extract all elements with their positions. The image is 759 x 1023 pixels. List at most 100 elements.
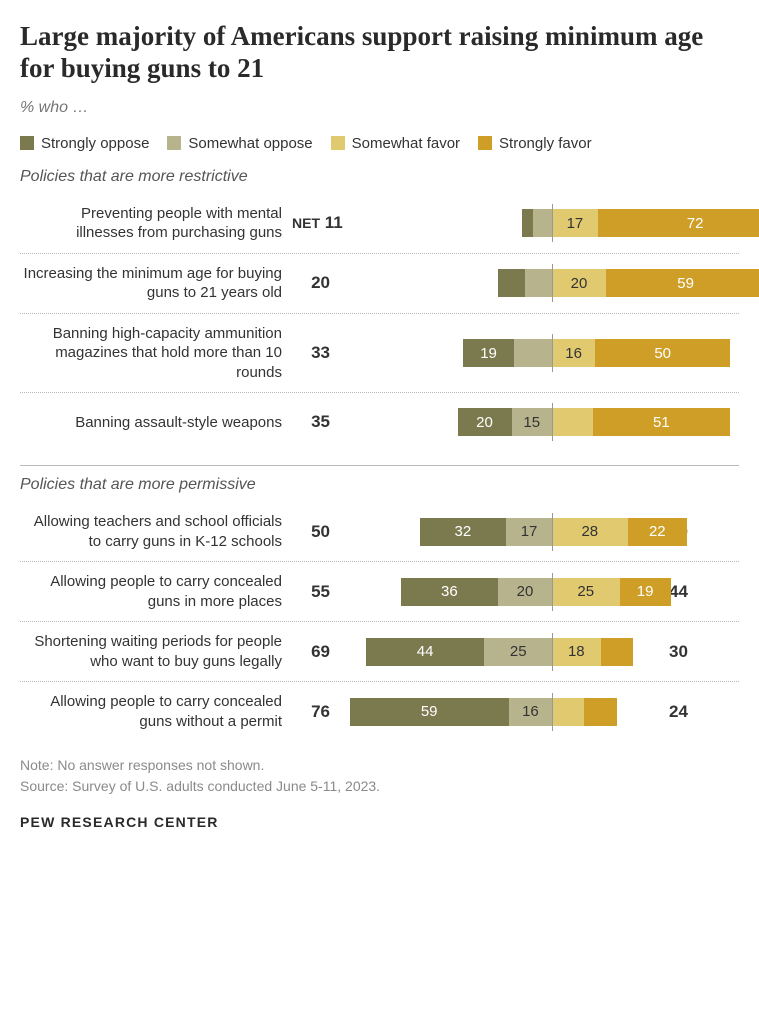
- row-label: Allowing people to carry concealed guns …: [20, 572, 292, 611]
- seg-strongly-oppose: 59: [350, 698, 509, 726]
- axis-line: [552, 573, 553, 611]
- bar-area: 2059: [336, 264, 663, 302]
- seg-somewhat-oppose: [525, 269, 552, 297]
- row-label: Preventing people with mental illnesses …: [20, 204, 292, 243]
- legend-item: Somewhat favor: [331, 135, 460, 152]
- axis-line: [552, 513, 553, 551]
- seg-somewhat-favor: [552, 698, 584, 726]
- legend-swatch: [167, 136, 181, 150]
- seg-strongly-oppose: [522, 209, 533, 237]
- bar-area: 191650: [336, 334, 663, 372]
- seg-strongly-favor: 72: [598, 209, 759, 237]
- net-oppose-value: 69: [292, 642, 336, 662]
- legend-label: Strongly favor: [499, 135, 592, 152]
- axis-line: [552, 403, 553, 441]
- bar-area: 1772: [336, 204, 663, 242]
- seg-somewhat-oppose: 17: [506, 518, 552, 546]
- seg-somewhat-favor: 25: [552, 578, 620, 606]
- seg-somewhat-oppose: 16: [509, 698, 552, 726]
- seg-strongly-oppose: 19: [463, 339, 514, 367]
- legend-swatch: [478, 136, 492, 150]
- net-favor-value: 30: [663, 642, 739, 662]
- seg-somewhat-favor: 18: [552, 638, 601, 666]
- seg-strongly-favor: 50: [595, 339, 730, 367]
- bar-area: 152051: [336, 403, 663, 441]
- net-favor-value: 24: [663, 702, 739, 722]
- seg-somewhat-oppose: 20: [498, 578, 552, 606]
- chart-row: Allowing teachers and school officials t…: [20, 502, 739, 562]
- net-oppose-value: 50: [292, 522, 336, 542]
- axis-line: [552, 693, 553, 731]
- seg-strongly-favor: 59: [606, 269, 759, 297]
- seg-somewhat-favor: 20: [552, 269, 606, 297]
- chart-row: Shortening waiting periods for people wh…: [20, 622, 739, 682]
- net-oppose-value: 76: [292, 702, 336, 722]
- chart-row: Preventing people with mental illnesses …: [20, 194, 739, 254]
- row-label: Increasing the minimum age for buying gu…: [20, 264, 292, 303]
- legend-item: Strongly oppose: [20, 135, 149, 152]
- section-header: Policies that are more permissive: [20, 476, 739, 494]
- bar-area: 17322822: [336, 513, 663, 551]
- seg-strongly-favor: [584, 698, 616, 726]
- net-oppose-value: 55: [292, 582, 336, 602]
- legend-label: Strongly oppose: [41, 135, 149, 152]
- bar-area: 1659: [336, 693, 663, 731]
- net-oppose-value: 35: [292, 412, 336, 432]
- seg-strongly-favor: [601, 638, 633, 666]
- net-oppose-value: 20: [292, 273, 336, 293]
- row-label: Allowing teachers and school officials t…: [20, 512, 292, 551]
- legend-swatch: [20, 136, 34, 150]
- net-favor-value: 44: [663, 582, 739, 602]
- row-label: Shortening waiting periods for people wh…: [20, 632, 292, 671]
- section-divider: [20, 465, 739, 466]
- subtitle: % who …: [20, 99, 739, 117]
- legend: Strongly oppose Somewhat oppose Somewhat f…: [20, 135, 739, 152]
- chart-container: Policies that are more restrictive Preven…: [20, 168, 739, 742]
- axis-line: [552, 204, 553, 242]
- source-footer: PEW RESEARCH CENTER: [20, 814, 739, 830]
- seg-strongly-oppose: 36: [401, 578, 498, 606]
- note-line: Source: Survey of U.S. adults conducted …: [20, 776, 739, 796]
- chart-row: Allowing people to carry concealed guns …: [20, 682, 739, 741]
- seg-somewhat-favor: 16: [552, 339, 595, 367]
- legend-label: Somewhat oppose: [188, 135, 312, 152]
- net-oppose-value: 33: [292, 343, 336, 363]
- seg-strongly-oppose: 20: [458, 408, 512, 436]
- axis-line: [552, 334, 553, 372]
- legend-item: Strongly favor: [478, 135, 592, 152]
- note: Note: No answer responses not shown.Sour…: [20, 755, 739, 796]
- seg-somewhat-favor: [552, 408, 593, 436]
- legend-swatch: [331, 136, 345, 150]
- chart-row: Increasing the minimum age for buying gu…: [20, 254, 739, 314]
- seg-somewhat-oppose: [514, 339, 552, 367]
- seg-strongly-oppose: [498, 269, 525, 297]
- chart-row: Allowing people to carry concealed guns …: [20, 562, 739, 622]
- seg-strongly-oppose: 44: [366, 638, 485, 666]
- axis-line: [552, 264, 553, 302]
- row-label: Banning assault-style weapons: [20, 413, 292, 433]
- seg-somewhat-oppose: 15: [512, 408, 553, 436]
- section-header: Policies that are more restrictive: [20, 168, 739, 186]
- row-label: Banning high-capacity ammunition magazin…: [20, 324, 292, 383]
- bar-area: 2544 18: [336, 633, 663, 671]
- seg-strongly-favor: 51: [593, 408, 731, 436]
- seg-somewhat-favor: 28: [552, 518, 628, 546]
- net-oppose-value: NET 11: [292, 213, 336, 233]
- section-rows: Allowing teachers and school officials t…: [20, 502, 739, 741]
- page-title: Large majority of Americans support rais…: [20, 20, 739, 85]
- seg-somewhat-favor: 17: [552, 209, 598, 237]
- seg-strongly-favor: 22: [628, 518, 687, 546]
- legend-label: Somewhat favor: [352, 135, 460, 152]
- seg-somewhat-oppose: 25: [484, 638, 552, 666]
- chart-row: Banning assault-style weapons3515205164: [20, 393, 739, 451]
- seg-somewhat-oppose: [533, 209, 552, 237]
- axis-line: [552, 633, 553, 671]
- seg-strongly-favor: 19: [620, 578, 671, 606]
- seg-strongly-oppose: 32: [420, 518, 506, 546]
- note-line: Note: No answer responses not shown.: [20, 755, 739, 775]
- legend-item: Somewhat oppose: [167, 135, 312, 152]
- chart-row: Banning high-capacity ammunition magazin…: [20, 314, 739, 394]
- section-rows: Preventing people with mental illnesses …: [20, 194, 739, 452]
- bar-area: 20362519: [336, 573, 663, 611]
- row-label: Allowing people to carry concealed guns …: [20, 692, 292, 731]
